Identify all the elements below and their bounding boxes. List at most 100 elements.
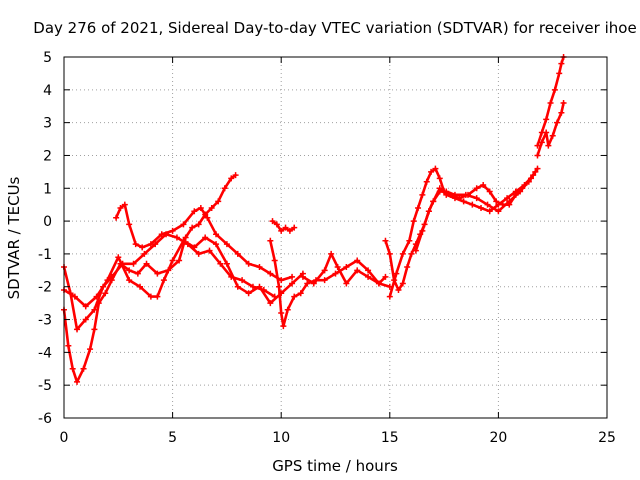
series-track-9: [386, 165, 539, 300]
data-point: [158, 231, 165, 238]
data-point: [286, 227, 293, 234]
series-line: [384, 167, 539, 292]
data-point: [173, 234, 180, 241]
data-point: [375, 280, 382, 287]
data-point: [273, 221, 280, 228]
data-point: [365, 267, 372, 274]
y-tick-label: 3: [43, 116, 52, 132]
data-point: [180, 221, 187, 228]
data-point: [310, 280, 317, 287]
data-point: [71, 293, 78, 300]
data-point: [365, 273, 372, 280]
series-line: [388, 167, 537, 298]
data-point: [395, 287, 402, 294]
data-point: [321, 277, 328, 284]
data-point: [486, 208, 493, 215]
data-point: [299, 273, 306, 280]
data-point: [121, 201, 128, 208]
data-point: [154, 270, 161, 277]
data-point: [132, 241, 139, 248]
series-line: [414, 173, 535, 252]
data-point: [115, 254, 122, 261]
data-point: [386, 293, 393, 300]
data-point: [165, 267, 172, 274]
data-point: [478, 204, 485, 211]
x-tick-label: 5: [168, 430, 177, 446]
data-point: [130, 260, 137, 267]
data-point: [282, 224, 289, 231]
data-point: [195, 250, 202, 257]
data-point: [195, 221, 202, 228]
x-tick-label: 20: [489, 430, 507, 446]
data-point: [532, 168, 539, 175]
data-point: [280, 323, 287, 330]
data-point: [256, 264, 263, 271]
data-point: [521, 181, 528, 188]
data-point: [169, 257, 176, 264]
data-point: [269, 218, 276, 225]
data-point: [406, 237, 413, 244]
series-line: [62, 232, 276, 331]
x-tick-label: 25: [598, 430, 616, 446]
grid-layer: [64, 57, 607, 418]
y-axis-label: SDTVAR / TECUs: [5, 176, 23, 299]
ticks-layer: 0 5 10 15 20 25 -6 -5 -4 -3 -2 -1 0 1 2 3 4 5: [38, 50, 616, 446]
data-point: [134, 270, 141, 277]
data-point: [343, 264, 350, 271]
data-point: [206, 247, 213, 254]
data-point: [234, 283, 241, 290]
data-point: [506, 201, 513, 208]
data-point: [432, 165, 439, 172]
data-point: [141, 250, 148, 257]
data-point: [213, 241, 220, 248]
data-point: [404, 264, 411, 271]
data-point: [260, 287, 267, 294]
data-point: [232, 172, 239, 179]
series-layer: [61, 54, 567, 385]
x-tick-label: 15: [381, 430, 399, 446]
data-point: [486, 188, 493, 195]
data-point: [328, 250, 335, 257]
data-point: [534, 142, 541, 149]
data-point: [276, 283, 283, 290]
data-point: [95, 300, 102, 307]
data-point: [410, 218, 417, 225]
data-point: [473, 185, 480, 192]
data-point: [558, 60, 565, 67]
data-point: [82, 303, 89, 310]
data-point: [137, 283, 144, 290]
series-track-8: [382, 165, 541, 294]
series-line: [536, 101, 565, 157]
x-axis-label: GPS time / hours: [272, 457, 398, 475]
data-point: [223, 241, 230, 248]
y-tick-label: -3: [38, 313, 52, 329]
data-point: [278, 227, 285, 234]
series-track-4: [113, 201, 296, 284]
data-point: [382, 237, 389, 244]
data-point: [423, 178, 430, 185]
y-tick-label: -5: [38, 378, 52, 394]
data-point: [143, 260, 150, 267]
data-point: [484, 201, 491, 208]
data-point: [493, 198, 500, 205]
data-point: [473, 195, 480, 202]
data-point: [239, 277, 246, 284]
data-point: [460, 198, 467, 205]
data-point: [512, 188, 519, 195]
data-point: [139, 244, 146, 251]
data-point: [197, 204, 204, 211]
data-point: [354, 267, 361, 274]
data-point: [321, 267, 328, 274]
series-line: [62, 173, 237, 384]
data-point: [91, 326, 98, 333]
chart-title: Day 276 of 2021, Sidereal Day-to-day VTE…: [33, 19, 636, 37]
data-point: [147, 293, 154, 300]
data-point: [208, 204, 215, 211]
data-point: [428, 168, 435, 175]
x-tick-label: 10: [272, 430, 290, 446]
data-point: [464, 191, 471, 198]
data-point: [213, 231, 220, 238]
data-point: [267, 300, 274, 307]
y-tick-label: 0: [43, 214, 52, 230]
data-point: [549, 132, 556, 139]
